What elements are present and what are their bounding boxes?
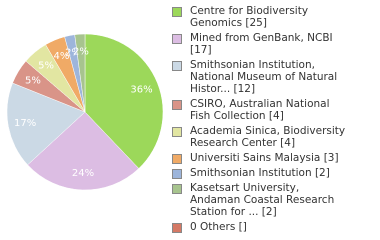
legend-label: Universiti Sains Malaysia [3] (190, 152, 339, 164)
legend-entry: Smithsonian Institution, National Museum… (172, 59, 350, 95)
legend-swatch (172, 100, 182, 110)
slice-label: 17% (14, 118, 36, 129)
pie-slice (84, 33, 164, 169)
legend-label: 0 Others [] (190, 221, 247, 233)
slice-label: 5% (25, 75, 41, 86)
legend-swatch (172, 7, 182, 17)
legend-entry: Academia Sinica, Biodiversity Research C… (172, 125, 350, 149)
legend-label: Mined from GenBank, NCBI [17] (190, 32, 333, 56)
slice-label: 4% (54, 51, 70, 62)
legend-label: CSIRO, Australian National Fish Collecti… (190, 98, 330, 122)
legend-swatch (172, 169, 182, 179)
slice-label: 24% (72, 168, 94, 179)
pie-slice (6, 82, 86, 166)
pie-chart: 36%24%17%5%5%4%2%2% (6, 33, 164, 191)
legend-swatch (172, 34, 182, 44)
legend-swatch (172, 154, 182, 164)
legend-label: Centre for Biodiversity Genomics [25] (190, 5, 309, 29)
legend-entry: Universiti Sains Malaysia [3] (172, 152, 350, 164)
legend-entry: Mined from GenBank, NCBI [17] (172, 32, 350, 56)
pie-slice (74, 33, 86, 113)
legend-entry: Smithsonian Institution [2] (172, 167, 350, 179)
pie-slice (27, 111, 140, 191)
legend-swatch (172, 127, 182, 137)
legend-entry: CSIRO, Australian National Fish Collecti… (172, 98, 350, 122)
slice-label: 2% (73, 46, 89, 57)
legend-entry: 0 Others [] (172, 221, 350, 233)
legend-swatch (172, 223, 182, 233)
legend-label: Academia Sinica, Biodiversity Research C… (190, 125, 346, 149)
legend-swatch (172, 61, 182, 71)
slice-label: 36% (130, 84, 152, 95)
legend-label: Smithsonian Institution, National Museum… (190, 59, 338, 95)
legend-label: Kasetsart University, Andaman Coastal Re… (190, 182, 335, 218)
legend: Centre for Biodiversity Genomics [25] Min… (172, 5, 372, 236)
slice-label: 2% (65, 47, 81, 58)
legend-entry: Kasetsart University, Andaman Coastal Re… (172, 182, 350, 218)
slice-label: 5% (38, 60, 54, 71)
legend-swatch (172, 184, 182, 194)
legend-label: Smithsonian Institution [2] (190, 167, 330, 179)
legend-entry: Centre for Biodiversity Genomics [25] (172, 5, 350, 29)
